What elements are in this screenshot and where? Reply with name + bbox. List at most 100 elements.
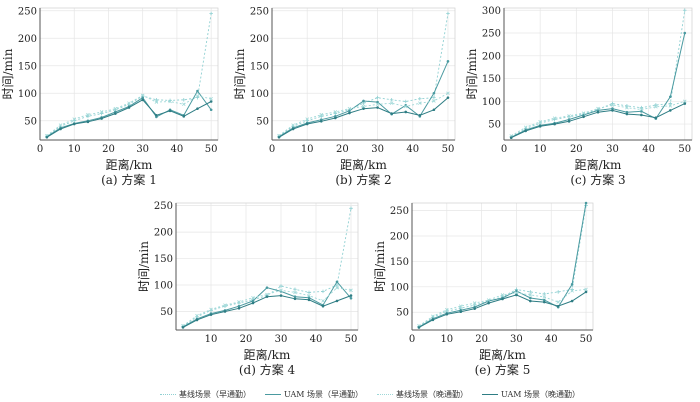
data-point-baseline-evening — [72, 117, 77, 121]
data-point-baseline-morning — [375, 95, 380, 100]
legend-swatch-baseline-evening — [377, 393, 394, 395]
data-point-uam-evening — [127, 106, 131, 109]
data-point-uam-morning — [376, 100, 379, 104]
legend-swatch-uam-evening — [482, 393, 499, 395]
data-point-baseline-evening — [305, 117, 309, 121]
data-point-uam-evening — [223, 310, 227, 313]
x-tick-label: 40 — [406, 144, 419, 155]
data-point-uam-morning — [265, 286, 269, 289]
y-tick-label: 200 — [18, 34, 37, 45]
x-tick-label: 40 — [171, 144, 184, 155]
chart-panel-2: 50 100 150 200 250 0 10 20 30 40 50 距离/km 时间/min (b) … — [233, 6, 456, 187]
data-point-baseline-evening — [209, 307, 213, 312]
data-point-baseline-evening — [418, 101, 422, 105]
data-point-uam-evening — [182, 115, 186, 118]
y-axis-label: 时间/min — [137, 241, 151, 292]
data-point-uam-evening — [279, 294, 283, 297]
y-tick-label: 50 — [160, 307, 173, 318]
panel-caption: (e) 方案 5 — [475, 362, 531, 377]
data-point-uam-evening — [155, 113, 158, 117]
data-point-uam-evening — [625, 112, 629, 116]
data-point-baseline-evening — [375, 102, 380, 107]
series-line-baseline-morning — [182, 208, 352, 327]
y-tick-label: 100 — [154, 281, 173, 292]
data-point-uam-evening — [114, 112, 117, 115]
x-tick-label: 20 — [336, 144, 349, 155]
data-point-baseline-evening — [181, 102, 186, 107]
data-point-uam-morning — [611, 107, 614, 110]
x-tick-label: 20 — [570, 144, 583, 155]
x-tick-label: 20 — [475, 334, 488, 345]
data-point-baseline-evening — [321, 299, 325, 303]
data-point-baseline-evening — [500, 293, 505, 297]
data-point-uam-evening — [237, 307, 241, 310]
legend-label-baseline-morning: 基线场景（早通勤） — [179, 389, 251, 399]
data-point-uam-evening — [432, 108, 436, 112]
data-point-uam-evening — [404, 110, 408, 114]
data-point-baseline-morning — [432, 95, 436, 100]
data-point-baseline-evening — [654, 104, 658, 109]
data-point-baseline-evening — [307, 293, 311, 298]
data-point-uam-evening — [538, 125, 542, 128]
x-axis-label: 距离/km — [575, 157, 622, 172]
data-point-uam-morning — [362, 99, 365, 103]
x-tick-label: 0 — [501, 144, 507, 155]
data-point-uam-evening — [335, 299, 339, 303]
data-point-uam-morning — [669, 95, 672, 99]
x-tick-label: 30 — [510, 334, 523, 345]
data-point-uam-evening — [100, 117, 103, 120]
data-point-uam-evening — [277, 135, 281, 139]
data-point-baseline-morning — [528, 290, 533, 294]
data-point-baseline-evening — [610, 103, 615, 107]
data-point-baseline-evening — [58, 123, 63, 127]
data-point-baseline-evening — [86, 112, 90, 117]
x-tick-label: 40 — [310, 334, 323, 345]
data-point-uam-morning — [567, 118, 571, 121]
data-point-baseline-morning — [639, 105, 644, 110]
data-point-uam-evening — [567, 120, 571, 123]
legend-swatch-uam-morning — [265, 393, 281, 395]
y-tick-label: 100 — [482, 97, 501, 108]
y-tick-label: 150 — [154, 254, 173, 265]
data-point-uam-evening — [59, 127, 62, 131]
data-point-uam-evening — [556, 304, 560, 308]
data-point-baseline-morning — [682, 8, 687, 13]
y-tick-label: 200 — [154, 228, 173, 239]
x-tick-label: 50 — [678, 144, 691, 155]
data-point-baseline-evening — [445, 307, 449, 312]
data-point-uam-morning — [446, 60, 450, 63]
data-point-baseline-morning — [403, 99, 408, 104]
data-point-uam-evening — [553, 122, 556, 126]
x-tick-label: 20 — [240, 334, 253, 345]
data-point-baseline-evening — [538, 120, 542, 124]
data-point-baseline-evening — [472, 301, 477, 305]
data-point-baseline-morning — [418, 96, 422, 101]
data-point-uam-evening — [209, 100, 213, 103]
chart-panel-1: 50 100 150 200 250 0 10 20 30 40 50 距离/km 时间/min (a) … — [1, 6, 219, 187]
data-point-uam-evening — [293, 297, 297, 301]
data-point-baseline-morning — [321, 289, 325, 294]
data-point-uam-evening — [251, 301, 255, 305]
series-line-baseline-morning — [278, 13, 449, 137]
series-line-uam-morning — [46, 90, 212, 138]
data-point-uam-evening — [348, 111, 351, 115]
data-point-uam-evening — [319, 120, 323, 123]
x-tick-label: 40 — [545, 334, 558, 345]
data-point-baseline-morning — [389, 98, 394, 102]
data-point-uam-evening — [390, 112, 393, 115]
data-point-uam-morning — [141, 96, 144, 99]
data-point-baseline-morning — [446, 11, 450, 16]
data-point-baseline-evening — [668, 104, 673, 108]
data-point-uam-evening — [349, 294, 353, 297]
x-tick-label: 30 — [371, 144, 384, 155]
y-axis-label: 时间/min — [373, 241, 387, 292]
data-point-baseline-evening — [140, 93, 145, 98]
data-point-baseline-morning — [293, 287, 297, 292]
data-point-baseline-evening — [570, 289, 574, 293]
data-point-baseline-evening — [333, 110, 338, 114]
legend-swatch-baseline-morning — [160, 393, 176, 395]
data-point-baseline-evening — [319, 112, 324, 117]
data-point-uam-evening — [431, 318, 435, 322]
legend-label-uam-evening: UAM 场景（晚通勤） — [501, 389, 581, 399]
data-point-uam-evening — [141, 98, 144, 102]
